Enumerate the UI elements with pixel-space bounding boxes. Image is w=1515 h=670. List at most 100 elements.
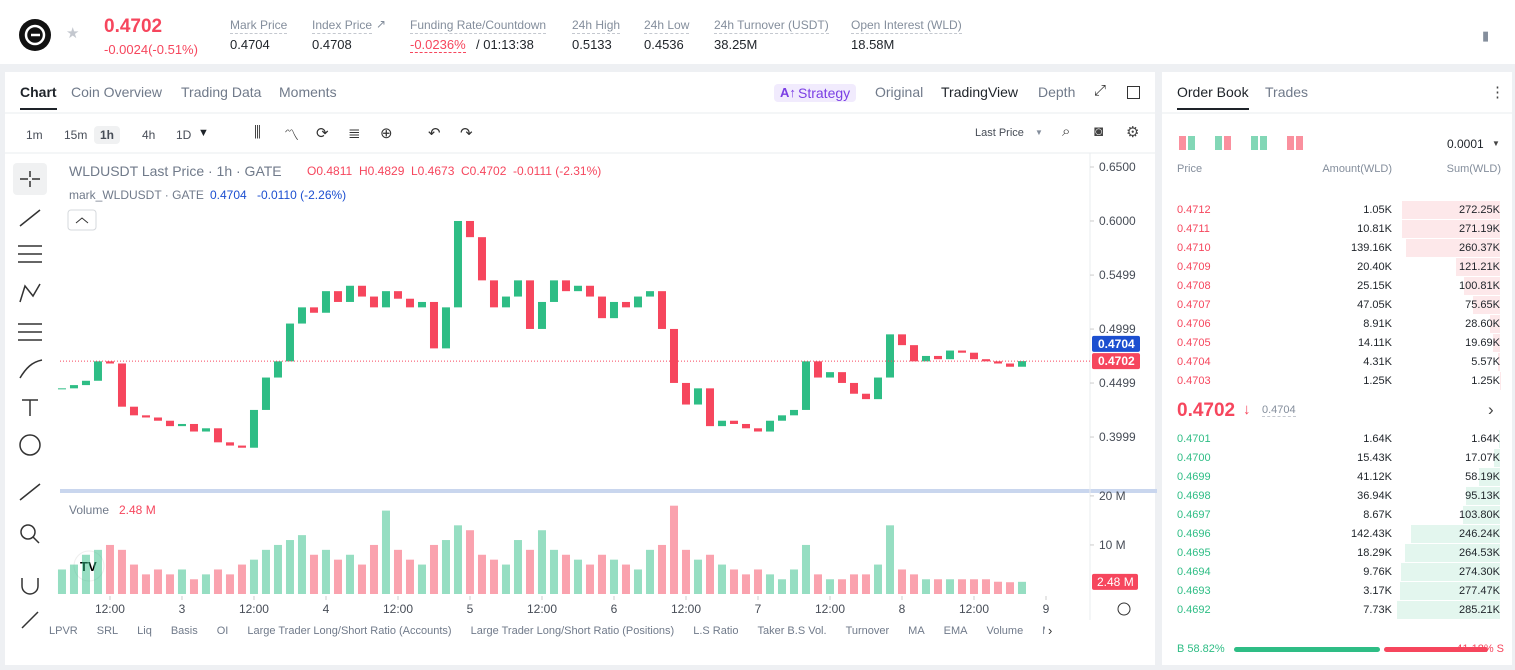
toolbar-icon[interactable]: ⟳	[316, 125, 329, 142]
indicator[interactable]: L.S Ratio	[693, 625, 739, 637]
layout-icon[interactable]	[1188, 136, 1195, 150]
buy-bar	[1234, 647, 1381, 652]
indicator[interactable]: SRL	[96, 625, 119, 637]
orderbook-tab[interactable]: Order Book	[1177, 84, 1249, 110]
more-icon[interactable]: ⋮	[1490, 84, 1505, 101]
sum: 260.37K	[1459, 242, 1500, 254]
drawing-tools[interactable]	[13, 163, 47, 629]
candle-body	[381, 291, 390, 308]
volume-bar	[333, 559, 342, 594]
volume-bar	[681, 549, 690, 594]
candle-body	[345, 285, 354, 302]
layout-icon[interactable]	[1296, 136, 1303, 150]
price: 0.4695	[1177, 547, 1211, 559]
volume-bar	[381, 510, 390, 594]
view-tab[interactable]: Depth	[1038, 84, 1076, 100]
candle-body	[885, 334, 894, 378]
candle-body	[441, 307, 450, 349]
chart-tab[interactable]: Moments	[279, 84, 337, 100]
candle-body	[921, 355, 930, 362]
indicator[interactable]: Taker B.S Vol.	[757, 625, 827, 637]
stat-label: 24h High	[572, 18, 621, 34]
layout-icon[interactable]	[1251, 136, 1258, 150]
toolbar-icon[interactable]: ⊕	[380, 125, 393, 142]
candle-body	[861, 393, 870, 400]
depth-bar	[1404, 544, 1500, 562]
interval[interactable]: 15m	[64, 128, 88, 142]
toolbar-icon[interactable]: ↶	[428, 125, 441, 142]
volume-bar	[453, 525, 462, 594]
favorite[interactable]: ★	[66, 25, 80, 42]
candle-body	[417, 301, 426, 308]
indicator[interactable]: Liq	[137, 625, 152, 637]
indicator[interactable]: Volume	[986, 625, 1024, 637]
price-source[interactable]: Last Price	[975, 127, 1024, 139]
layout-icon[interactable]	[1224, 136, 1231, 150]
volume-bar	[1017, 581, 1026, 594]
precision[interactable]: 0.0001	[1447, 137, 1484, 151]
mid-mark: 0.4704	[1262, 404, 1296, 417]
candle-body	[693, 388, 702, 405]
x-tick-label: 4	[323, 602, 330, 616]
indicator[interactable]: MA	[908, 625, 925, 637]
toolbar-icon[interactable]: ⫼	[254, 124, 261, 141]
layout-icon[interactable]	[1260, 136, 1267, 150]
candle-body	[753, 428, 762, 432]
amount: 1.05K	[1363, 204, 1392, 216]
indicator[interactable]: Large Trader Long/Short Ratio (Accounts)	[247, 625, 452, 637]
volume-bar	[489, 559, 498, 594]
menu-icon[interactable]: ▮	[1482, 28, 1490, 43]
indicator[interactable]: OI	[216, 625, 229, 637]
candle-body	[717, 420, 726, 427]
candle-body	[297, 307, 306, 324]
volume-bar	[465, 530, 474, 594]
interval[interactable]: 1D	[176, 128, 192, 142]
depth-bar	[1401, 563, 1500, 581]
volume-bar	[369, 544, 378, 594]
layout-icon[interactable]	[1287, 136, 1294, 150]
ai-icon: A↑	[780, 85, 796, 100]
interval[interactable]: 4h	[142, 128, 156, 142]
candle-body	[141, 415, 150, 418]
toolbar-icon[interactable]: 〽	[284, 127, 300, 144]
mark-legend-title: mark_WLDUSDT · GATE	[69, 188, 204, 202]
candle-body	[117, 363, 126, 407]
chevron[interactable]: ›	[1488, 400, 1494, 419]
layout-icon[interactable]	[1179, 136, 1186, 150]
indicator[interactable]: MACD	[1042, 625, 1045, 637]
indicator[interactable]: Basis	[170, 625, 198, 637]
chevron[interactable]: ›	[1048, 623, 1053, 638]
stat-label: Index Price	[312, 18, 373, 34]
chart-tab[interactable]: Coin Overview	[71, 84, 163, 100]
stat-label: Open Interest (WLD)	[851, 18, 962, 34]
candle-body	[93, 361, 102, 381]
indicator[interactable]: Turnover	[845, 625, 890, 637]
indicator[interactable]: LPVR	[49, 625, 78, 637]
view-tab[interactable]: TradingView	[941, 84, 1019, 100]
interval[interactable]: 1m	[26, 128, 43, 142]
x-tick-label: 12:00	[959, 602, 989, 616]
toolbar-icon[interactable]: ⌕	[1062, 123, 1071, 140]
stat-value: 0.5133	[572, 37, 612, 52]
view-tab[interactable]: Strategy	[774, 84, 857, 102]
indicator[interactable]: Large Trader Long/Short Ratio (Positions…	[470, 625, 675, 637]
chart-tab[interactable]: Chart	[20, 84, 57, 110]
view-tab[interactable]: Original	[875, 84, 924, 100]
candle-body	[873, 377, 882, 400]
volume-bar	[69, 564, 78, 594]
toolbar-icon[interactable]: ↷	[460, 125, 473, 142]
chart-tab[interactable]: Trading Data	[181, 84, 262, 100]
volume-bar	[837, 579, 846, 594]
window-icon[interactable]	[1127, 86, 1140, 99]
ohlc: C0.4702	[461, 164, 507, 178]
toolbar-icon[interactable]: ≣	[348, 125, 361, 142]
toolbar-icon[interactable]: ⚙	[1126, 124, 1140, 141]
interval[interactable]: 1h	[94, 126, 121, 144]
layout-icon[interactable]	[1215, 136, 1222, 150]
col-head: Price	[1177, 163, 1203, 175]
x-tick-label: 7	[755, 602, 762, 616]
indicator[interactable]: EMA	[943, 625, 968, 637]
orderbook-tab[interactable]: Trades	[1265, 84, 1309, 100]
expand-icon[interactable]: ⤢	[1094, 82, 1107, 99]
toolbar-icon[interactable]: ◙	[1094, 123, 1104, 140]
